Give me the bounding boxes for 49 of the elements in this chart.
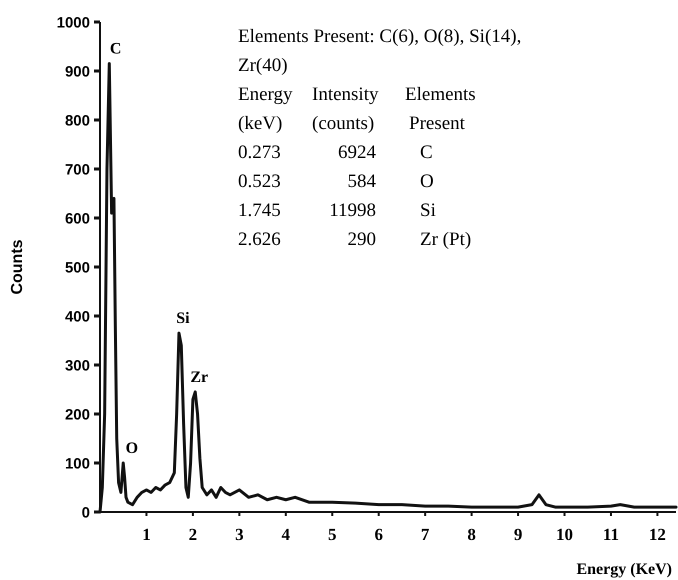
y-axis-title: Counts	[9, 239, 26, 295]
annotation: (keV)	[238, 113, 282, 134]
x-tick-label: 11	[602, 525, 619, 544]
x-tick-label: 4	[282, 525, 291, 544]
x-tick-label: 3	[235, 525, 244, 544]
y-tick-label: 0	[82, 504, 90, 522]
y-tick-label: 100	[64, 455, 90, 472]
y-tick-label: 500	[64, 259, 90, 276]
annotation: O	[420, 171, 434, 192]
annotation: Si	[176, 310, 190, 328]
annotation: Elements Present: C(6), O(8), Si(14),	[238, 26, 522, 47]
x-tick-label: 2	[188, 525, 198, 544]
x-tick-label: 7	[420, 525, 430, 544]
annotation: Zr (Pt)	[420, 229, 472, 250]
annotation: (counts)	[312, 113, 374, 134]
x-tick-label: 10	[556, 525, 574, 544]
y-tick-label: 400	[64, 308, 90, 326]
annotation: Energy	[238, 84, 294, 105]
x-tick-label: 1	[142, 525, 151, 544]
annotation: O	[126, 440, 138, 457]
y-tick-label: 600	[64, 210, 90, 228]
annotation: Si	[420, 200, 436, 221]
annotation: 6924	[338, 142, 376, 163]
annotation: 1.745	[238, 200, 281, 221]
x-tick-label: 6	[374, 525, 383, 544]
annotation: Elements	[405, 84, 476, 105]
annotation: 11998	[329, 200, 376, 221]
annotation: Present	[409, 113, 466, 134]
annotation: 290	[348, 229, 376, 250]
x-tick-label: 8	[467, 525, 476, 544]
annotation: Zr(40)	[238, 55, 288, 76]
annotation: 584	[348, 171, 376, 192]
x-tick-label: 5	[328, 525, 337, 544]
x-tick-label: 9	[514, 525, 522, 544]
y-tick-label: 700	[64, 161, 90, 178]
annotation: 2.626	[238, 229, 281, 250]
y-tick-label: 900	[64, 63, 90, 80]
annotation: C	[110, 40, 122, 58]
annotation: 0.273	[238, 142, 281, 163]
x-axis-title: Energy (KeV)	[576, 561, 672, 578]
annotation: Zr	[190, 368, 208, 386]
y-tick-label: 1000	[56, 14, 90, 32]
annotation: C	[420, 142, 433, 163]
y-tick-label: 300	[64, 357, 90, 374]
y-tick-label: 200	[64, 406, 90, 424]
annotation: 0.523	[238, 171, 281, 192]
y-tick-label: 800	[64, 112, 90, 130]
x-tick-label: 12	[648, 525, 666, 544]
annotation: Intensity	[312, 84, 379, 105]
